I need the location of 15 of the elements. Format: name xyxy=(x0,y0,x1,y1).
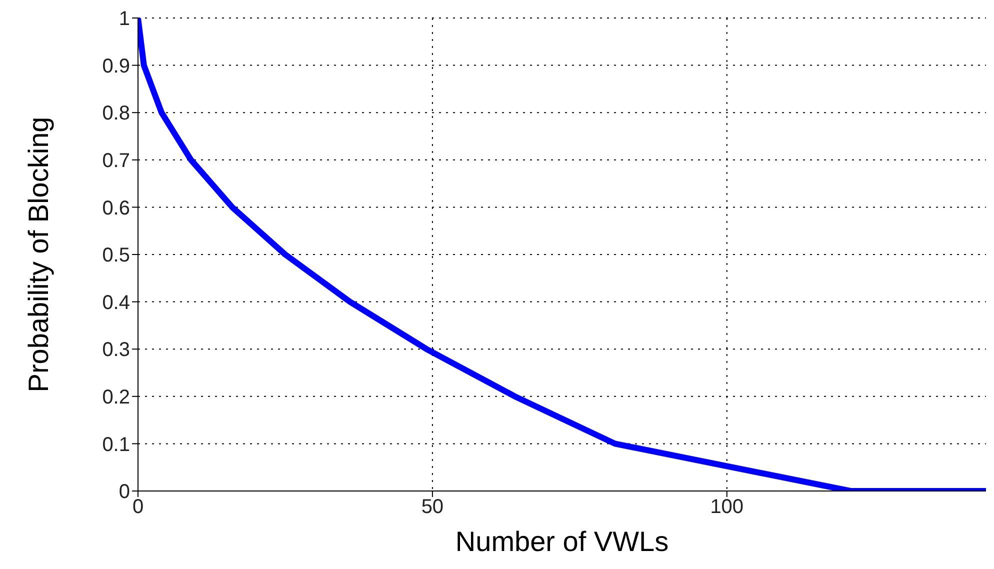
y-tick-label: 0.1 xyxy=(102,434,130,456)
y-tick-label: 0.7 xyxy=(102,150,130,172)
y-tick-label: 0.5 xyxy=(102,244,130,267)
y-tick-label: 0.4 xyxy=(102,292,130,314)
y-axis-title: Probability of Blocking xyxy=(22,116,54,392)
x-tick-label: 50 xyxy=(421,496,444,518)
y-tick-label: 0.6 xyxy=(102,197,130,220)
x-tick-label: 100 xyxy=(710,496,744,518)
y-tick-label: 0.3 xyxy=(102,339,130,362)
x-axis-title: Number of VWLs xyxy=(455,526,669,557)
y-tick-label: 0.9 xyxy=(102,55,130,78)
y-tick-label: 0 xyxy=(118,481,130,504)
y-tick-label: 0.2 xyxy=(102,386,130,408)
y-tick-label: 1 xyxy=(118,8,130,30)
y-tick-label: 0.8 xyxy=(102,102,130,125)
